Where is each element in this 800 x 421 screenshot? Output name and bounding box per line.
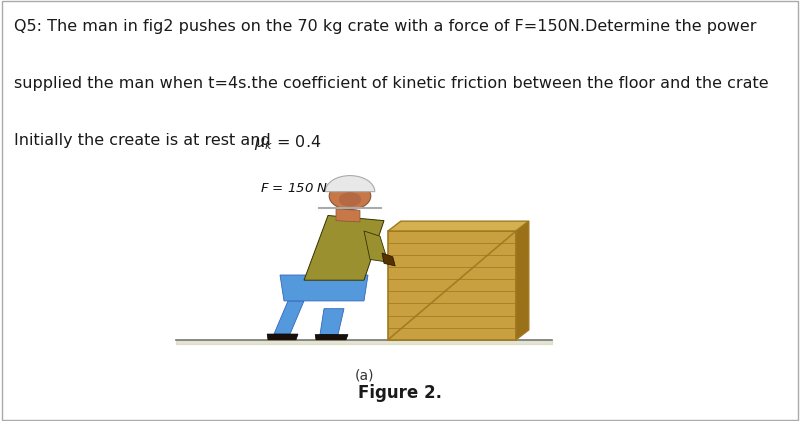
Text: Figure 2.: Figure 2. xyxy=(358,384,442,402)
Polygon shape xyxy=(336,209,360,222)
Polygon shape xyxy=(280,275,368,301)
Polygon shape xyxy=(388,231,516,340)
Polygon shape xyxy=(364,231,388,262)
Wedge shape xyxy=(326,176,374,192)
Polygon shape xyxy=(382,253,395,266)
Text: Initially the create is at rest and: Initially the create is at rest and xyxy=(14,133,282,148)
Polygon shape xyxy=(315,335,348,340)
Text: (a): (a) xyxy=(354,369,374,383)
Text: supplied the man when t=4s.the coefficient of kinetic friction between the floor: supplied the man when t=4s.the coefficie… xyxy=(14,76,769,91)
Polygon shape xyxy=(328,223,348,254)
Polygon shape xyxy=(267,334,298,340)
Text: $F$ = 150 N: $F$ = 150 N xyxy=(260,182,328,195)
Polygon shape xyxy=(274,301,304,334)
Polygon shape xyxy=(388,221,529,231)
Polygon shape xyxy=(516,221,529,340)
Text: $\mu_k$ = 0.4: $\mu_k$ = 0.4 xyxy=(254,133,322,152)
Text: Q5: The man in fig2 pushes on the 70 kg crate with a force of F=150N.Determine t: Q5: The man in fig2 pushes on the 70 kg … xyxy=(14,19,757,34)
Polygon shape xyxy=(320,309,344,335)
Polygon shape xyxy=(304,216,384,280)
Circle shape xyxy=(330,183,371,210)
Circle shape xyxy=(339,192,362,207)
